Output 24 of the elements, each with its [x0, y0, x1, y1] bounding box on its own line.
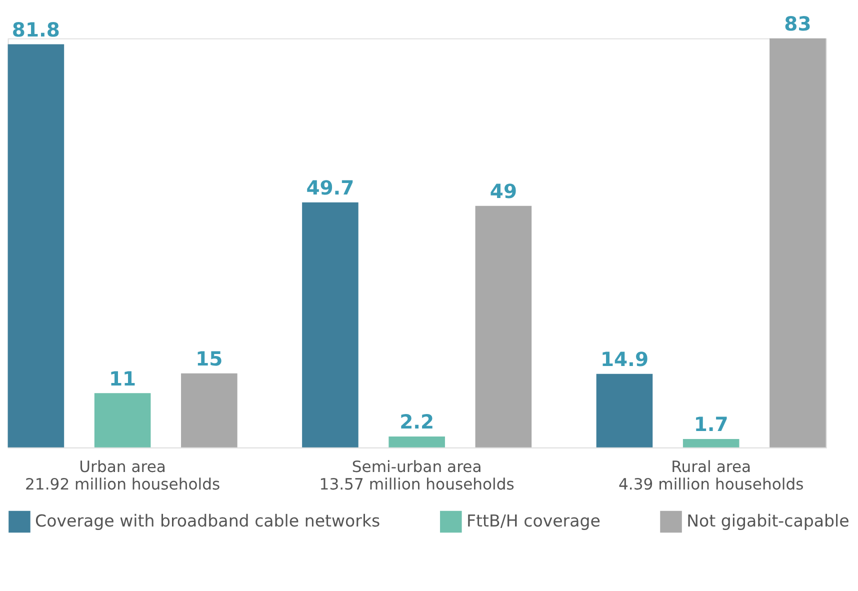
- legend-label: Coverage with broadband cable networks: [35, 512, 380, 531]
- x-tick-label: Urban area 21.92 million households: [25, 458, 220, 494]
- bar: [8, 44, 64, 448]
- bar: [94, 393, 151, 448]
- data-label: 11: [109, 367, 136, 390]
- legend-label: Not gigabit-capable: [686, 512, 850, 531]
- data-label: 1.7: [694, 413, 728, 436]
- bar: [181, 373, 238, 448]
- bar: [388, 436, 445, 448]
- bar: [596, 374, 653, 448]
- bar: [770, 38, 826, 448]
- data-label: 83: [784, 12, 812, 36]
- data-label: 15: [196, 348, 223, 371]
- bar: [682, 438, 740, 448]
- legend-label: FttB/H coverage: [466, 512, 600, 531]
- bar: [475, 206, 532, 448]
- x-tick-label: Semi-urban area 13.57 million households: [319, 458, 514, 494]
- data-label: 49: [490, 180, 517, 204]
- data-label: 14.9: [600, 348, 649, 372]
- x-tick-label: Rural area 4.39 million households: [618, 458, 804, 494]
- data-label: 2.2: [400, 410, 434, 434]
- bar: [302, 202, 358, 448]
- data-label: 49.7: [306, 176, 354, 200]
- data-label: 81.8: [12, 18, 60, 42]
